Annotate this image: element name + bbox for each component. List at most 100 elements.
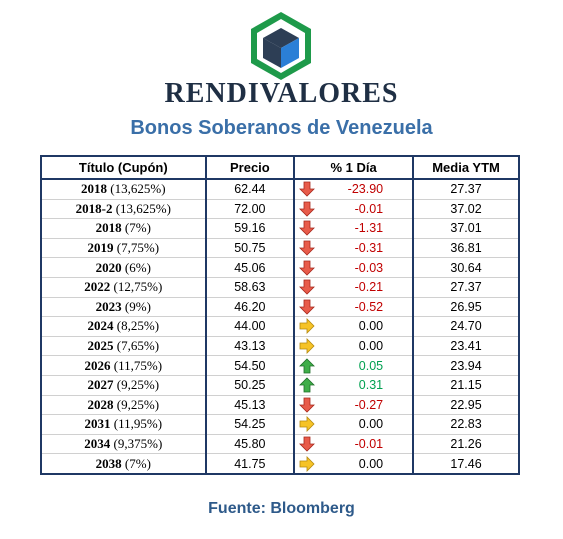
bond-year: 2018-2 xyxy=(75,200,113,216)
bond-coupon: (11,95%) xyxy=(113,416,163,432)
bond-ytm: 21.15 xyxy=(412,375,519,396)
bond-change-cell: 0.31 xyxy=(293,375,414,396)
bond-change-value: -1.31 xyxy=(354,221,384,236)
bond-title-cell: 2019 (7,75%) xyxy=(41,238,206,259)
table-row: 2024 (8,25%) 44.00 0.00 24.70 xyxy=(41,316,519,337)
bond-title-cell: 2024 (8,25%) xyxy=(41,316,206,337)
bond-ytm: 27.37 xyxy=(412,277,519,298)
bond-coupon: (9,25%) xyxy=(116,396,160,412)
table-row: 2018-2 (13,625%) 72.00 -0.01 37.02 xyxy=(41,199,519,220)
bond-change-cell: -0.01 xyxy=(293,199,414,220)
bond-coupon: (11,75%) xyxy=(113,357,163,373)
bond-price: 45.06 xyxy=(204,257,295,278)
bond-price: 50.25 xyxy=(204,375,295,396)
bond-change-value: 0.00 xyxy=(358,456,384,471)
table-row: 2018 (13,625%) 62.44 -23.90 27.37 xyxy=(41,179,519,200)
bond-coupon: (7%) xyxy=(124,220,151,236)
bond-coupon: (9%) xyxy=(124,298,151,314)
bond-title-cell: 2018 (13,625%) xyxy=(41,179,206,200)
bond-ytm: 37.02 xyxy=(412,199,519,220)
bond-change-cell: 0.00 xyxy=(293,414,414,435)
bond-price: 46.20 xyxy=(204,297,295,318)
bond-price: 50.75 xyxy=(204,238,295,259)
bond-price: 54.50 xyxy=(204,355,295,376)
bond-price: 45.13 xyxy=(204,395,295,416)
bond-ytm: 17.46 xyxy=(412,453,519,475)
bond-change-cell: -0.21 xyxy=(293,277,414,298)
bond-title-cell: 2023 (9%) xyxy=(41,297,206,318)
column-header-price: Precio xyxy=(204,156,295,180)
column-header-change: % 1 Día xyxy=(293,156,414,180)
bond-change-cell: -0.03 xyxy=(293,257,414,278)
bond-change-cell: -0.52 xyxy=(293,297,414,318)
column-header-ytm: Media YTM xyxy=(412,156,519,180)
bond-price: 44.00 xyxy=(204,316,295,337)
bond-ytm: 23.41 xyxy=(412,336,519,357)
arrow-down-icon xyxy=(299,221,316,237)
arrow-down-icon xyxy=(299,279,316,295)
bond-ytm: 27.37 xyxy=(412,179,519,200)
bond-ytm: 23.94 xyxy=(412,355,519,376)
table-row: 2020 (6%) 45.06 -0.03 30.64 xyxy=(41,257,519,278)
brand-name: RENDIVALORES xyxy=(164,78,399,109)
bond-change-cell: -1.31 xyxy=(293,218,414,239)
arrow-right-icon xyxy=(299,318,315,335)
table-row: 2038 (7%) 41.75 0.00 17.46 xyxy=(41,453,519,475)
bond-change-value: 0.31 xyxy=(358,378,384,393)
bond-ytm: 21.26 xyxy=(412,434,519,455)
bond-year: 2038 xyxy=(95,455,122,471)
arrow-right-icon xyxy=(299,338,315,355)
bond-year: 2026 xyxy=(84,357,111,373)
bond-change-value: 0.00 xyxy=(358,319,384,334)
table-row: 2028 (9,25%) 45.13 -0.27 22.95 xyxy=(41,395,519,416)
bond-change-value: -0.52 xyxy=(354,299,384,314)
bond-price: 59.16 xyxy=(204,218,295,239)
page-subtitle: Bonos Soberanos de Venezuela xyxy=(130,117,433,139)
bond-year: 2031 xyxy=(84,416,111,432)
bond-change-value: -23.90 xyxy=(347,182,384,197)
bond-change-value: 0.00 xyxy=(358,417,384,432)
bond-change-cell: 0.00 xyxy=(293,453,414,475)
data-source: Fuente: Bloomberg xyxy=(208,500,355,517)
bond-year: 2024 xyxy=(87,318,114,334)
bond-title-cell: 2022 (12,75%) xyxy=(41,277,206,298)
table-row: 2026 (11,75%) 54.50 0.05 23.94 xyxy=(41,355,519,376)
bond-price: 54.25 xyxy=(204,414,295,435)
arrow-down-icon xyxy=(299,181,316,197)
bond-title-cell: 2027 (9,25%) xyxy=(41,375,206,396)
bond-change-cell: -23.90 xyxy=(293,179,414,200)
table-row: 2031 (11,95%) 54.25 0.00 22.83 xyxy=(41,414,519,435)
bond-price: 43.13 xyxy=(204,336,295,357)
bond-ytm: 26.95 xyxy=(412,297,519,318)
bond-change-cell: 0.05 xyxy=(293,355,414,376)
bond-change-value: -0.27 xyxy=(354,397,384,412)
bond-year: 2018 xyxy=(81,181,108,197)
bond-title-cell: 2028 (9,25%) xyxy=(41,395,206,416)
bond-price: 62.44 xyxy=(204,179,295,200)
bond-title-cell: 2020 (6%) xyxy=(41,257,206,278)
bond-change-cell: 0.00 xyxy=(293,316,414,337)
bond-change-cell: 0.00 xyxy=(293,336,414,357)
column-header-title: Título (Cupón) xyxy=(41,156,206,180)
arrow-right-icon xyxy=(299,455,315,472)
bond-title-cell: 2018-2 (13,625%) xyxy=(41,199,206,220)
bond-change-cell: -0.27 xyxy=(293,395,414,416)
bond-title-cell: 2038 (7%) xyxy=(41,453,206,475)
bond-coupon: (13,625%) xyxy=(115,200,171,216)
bond-ytm: 22.95 xyxy=(412,395,519,416)
arrow-down-icon xyxy=(299,397,316,413)
bond-year: 2028 xyxy=(87,396,114,412)
table-row: 2027 (9,25%) 50.25 0.31 21.15 xyxy=(41,375,519,396)
arrow-down-icon xyxy=(299,260,316,276)
bond-year: 2020 xyxy=(95,259,122,275)
bond-ytm: 30.64 xyxy=(412,257,519,278)
table-header-row: Título (Cupón) Precio % 1 Día Media YTM xyxy=(41,156,519,180)
bond-change-cell: -0.01 xyxy=(293,434,414,455)
bond-price: 58.63 xyxy=(204,277,295,298)
arrow-right-icon xyxy=(299,416,315,433)
bond-title-cell: 2034 (9,375%) xyxy=(41,434,206,455)
bond-coupon: (9,375%) xyxy=(113,436,163,452)
table-row: 2022 (12,75%) 58.63 -0.21 27.37 xyxy=(41,277,519,298)
bond-change-value: -0.31 xyxy=(354,241,384,256)
bond-coupon: (13,625%) xyxy=(110,181,166,197)
